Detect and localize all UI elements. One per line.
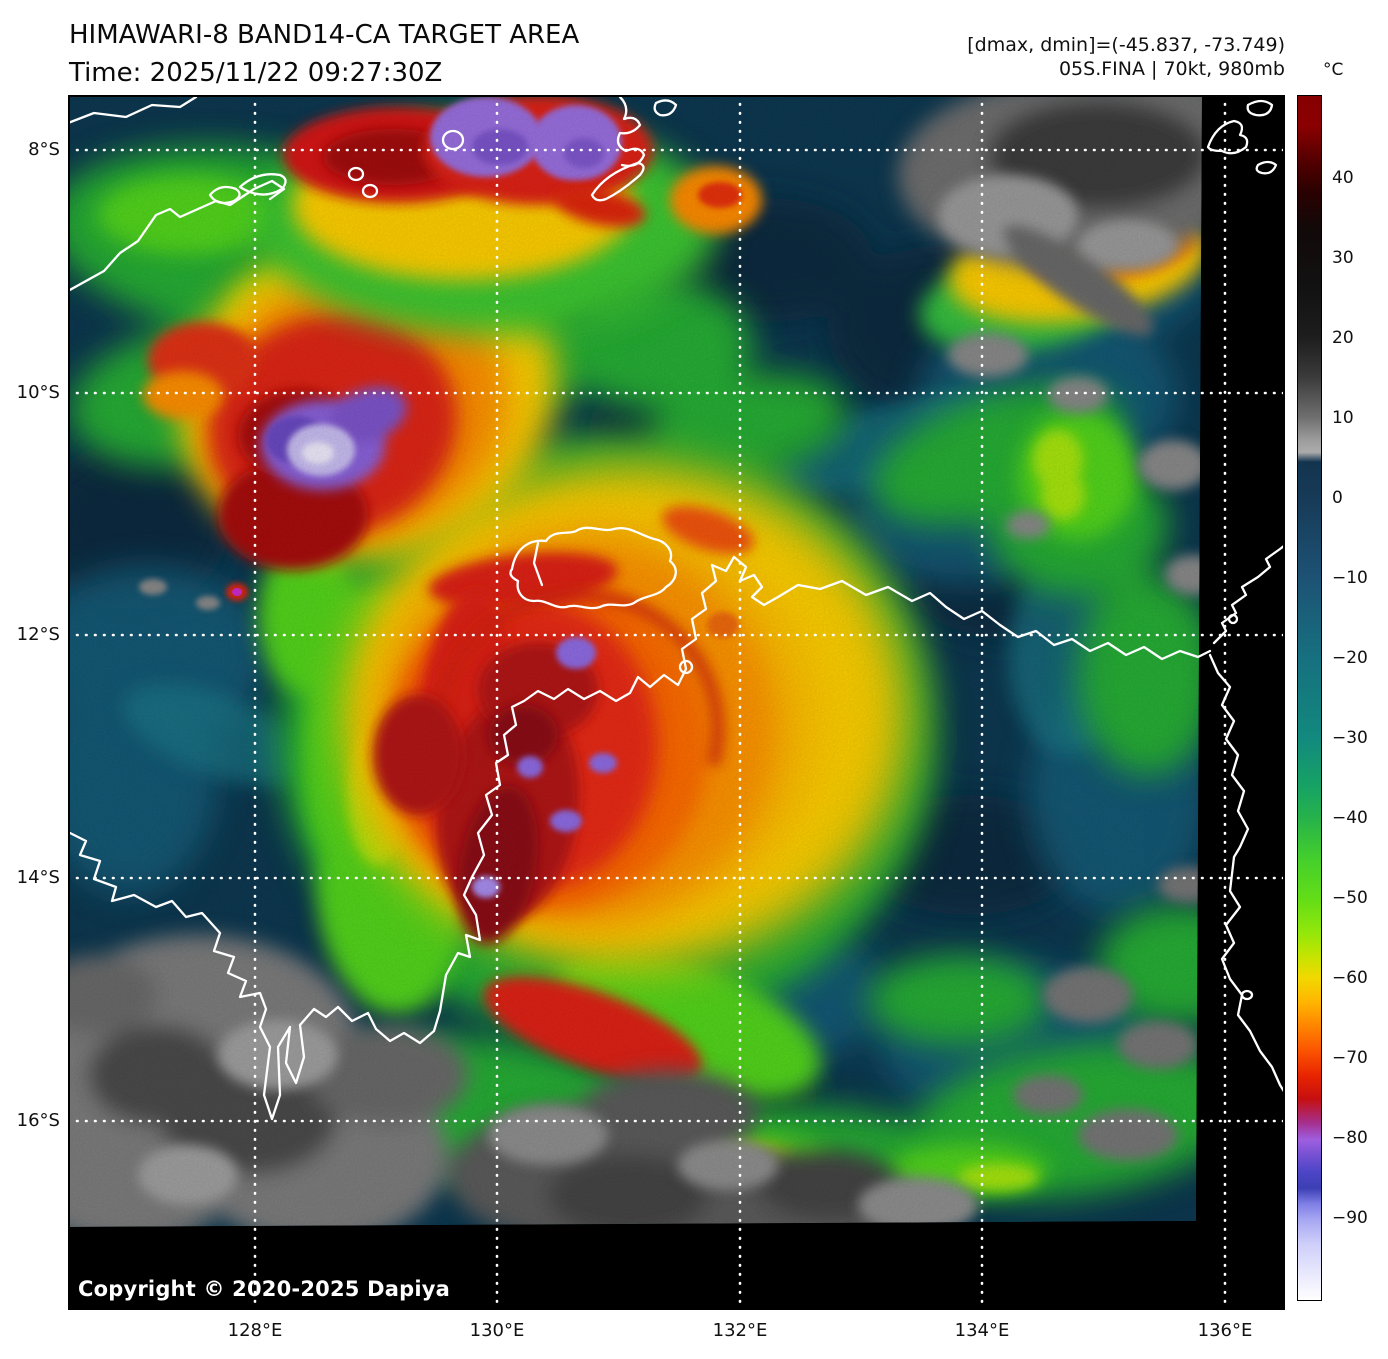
coastline-timor-north — [68, 95, 198, 125]
map-area: Copyright © 2020-2025 Dapiya — [68, 95, 1285, 1310]
lon-tick-130e: 130°E — [469, 1320, 525, 1341]
coastline-islet — [361, 183, 379, 199]
coastline-wessel-islands — [1212, 543, 1285, 645]
storm-info: 05S.FINA | 70kt, 980mb — [1058, 58, 1285, 80]
cbar-tick-neg40: −40 — [1332, 808, 1368, 828]
map-frame — [68, 95, 1285, 1310]
lon-tick-134e: 134°E — [954, 1320, 1010, 1341]
cbar-tick-neg60: −60 — [1332, 968, 1368, 988]
coastlines — [68, 95, 1285, 1121]
cbar-tick-10: 10 — [1332, 408, 1354, 428]
coastline-islet — [347, 166, 365, 182]
satellite-scene — [68, 95, 1285, 1310]
coastline-gulf — [1208, 653, 1285, 1095]
cbar-tick-neg20: −20 — [1332, 648, 1368, 668]
info-block: [dmax, dmin]=(-45.837, -73.749) 05S.FINA… — [967, 33, 1285, 81]
cbar-tick-30: 30 — [1332, 248, 1354, 268]
figure-time: Time: 2025/11/22 09:27:30Z — [69, 58, 443, 88]
temperature-colorbar — [1297, 95, 1322, 1301]
coastline-apsley-strait — [532, 541, 544, 587]
cbar-tick-neg50: −50 — [1332, 888, 1368, 908]
colorbar-unit-label: °C — [1323, 60, 1344, 80]
coastline-islet — [1240, 989, 1254, 1001]
lat-tick-16s: 16°S — [16, 1110, 60, 1131]
figure-title: HIMAWARI-8 BAND14-CA TARGET AREA — [69, 20, 580, 50]
coastline-tiwi-islands — [509, 526, 677, 610]
lon-tick-132e: 132°E — [712, 1320, 768, 1341]
coastline-australia — [68, 555, 1212, 1121]
lon-tick-128e: 128°E — [227, 1320, 283, 1341]
coastline-islet — [1255, 160, 1278, 175]
cbar-tick-neg70: −70 — [1332, 1048, 1368, 1068]
sensor-noise-texture — [68, 95, 1202, 1227]
coastline-islet — [441, 129, 465, 151]
lon-tick-136e: 136°E — [1197, 1320, 1253, 1341]
coastline-islet — [678, 659, 694, 675]
coastline-island — [238, 173, 287, 196]
coastline-island — [208, 185, 241, 205]
cbar-tick-neg10: −10 — [1332, 568, 1368, 588]
satellite-data-region — [68, 95, 1202, 1227]
lat-tick-10s: 10°S — [16, 382, 60, 403]
cbar-tick-0: 0 — [1332, 488, 1343, 508]
coastline-islet — [1246, 99, 1274, 117]
copyright: Copyright © 2020-2025 Dapiya — [78, 1277, 450, 1301]
cbar-tick-neg30: −30 — [1332, 728, 1368, 748]
coastline-islet — [1227, 613, 1239, 625]
coastline-moluccas — [616, 95, 646, 168]
cbar-tick-40: 40 — [1332, 168, 1354, 188]
coastline-leti — [590, 161, 645, 202]
title-block: HIMAWARI-8 BAND14-CA TARGET AREA Time: 2… — [69, 16, 579, 92]
coastline-timor — [68, 179, 286, 293]
dmax-dmin-readout: [dmax, dmin]=(-45.837, -73.749) — [967, 34, 1285, 56]
lat-tick-8s: 8°S — [28, 139, 60, 160]
lat-tick-12s: 12°S — [16, 624, 60, 645]
lat-tick-14s: 14°S — [16, 867, 60, 888]
cbar-tick-neg90: −90 — [1332, 1208, 1368, 1228]
cbar-tick-neg80: −80 — [1332, 1128, 1368, 1148]
coastline-islet — [653, 99, 678, 117]
cbar-tick-20: 20 — [1332, 328, 1354, 348]
